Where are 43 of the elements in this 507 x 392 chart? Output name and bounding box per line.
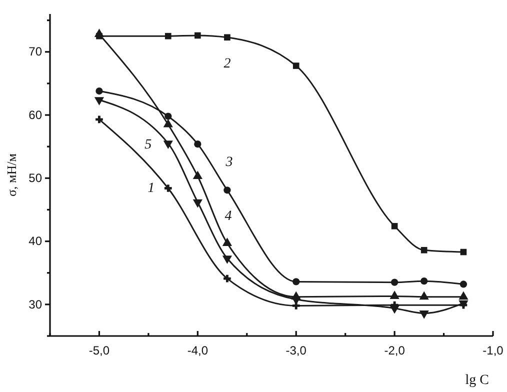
y-tick-label: 30 — [28, 297, 42, 312]
point — [164, 32, 172, 40]
series-label: 4 — [224, 209, 232, 224]
point — [460, 248, 467, 256]
point — [194, 32, 201, 39]
y-tick-label: 40 — [28, 234, 42, 248]
point — [163, 140, 173, 149]
point — [224, 186, 231, 194]
point — [164, 112, 172, 120]
point — [224, 34, 230, 41]
point — [292, 278, 300, 286]
point — [192, 199, 202, 208]
y-tick-label: 70 — [28, 44, 42, 59]
point — [194, 140, 202, 148]
point — [292, 302, 300, 310]
y-axis-title: σ, мН/м — [4, 154, 19, 196]
series-label: 3 — [224, 155, 233, 170]
point — [192, 170, 202, 180]
x-tick-label: -3,0 — [286, 344, 307, 358]
series-label: 2 — [224, 56, 231, 72]
point — [94, 97, 104, 106]
point — [224, 274, 231, 282]
point — [164, 184, 172, 192]
point — [460, 280, 468, 288]
point — [94, 28, 104, 37]
point — [390, 278, 398, 286]
series-label: 1 — [148, 181, 155, 196]
point — [222, 256, 232, 264]
point — [420, 278, 428, 285]
point — [96, 116, 103, 124]
x-axis-title: lg C — [465, 373, 489, 388]
series-label: 5 — [144, 137, 152, 152]
x-tick-label: -4,0 — [187, 344, 208, 358]
x-tick-label: -1,0 — [482, 344, 504, 358]
point — [292, 62, 300, 69]
x-tick-label: -5,0 — [88, 344, 110, 358]
point — [96, 87, 103, 95]
point — [420, 246, 428, 254]
x-tick-label: -2,0 — [384, 344, 406, 358]
point — [391, 222, 398, 230]
y-tick-label: 50 — [28, 170, 42, 185]
y-tick-label: 60 — [28, 108, 42, 122]
point — [419, 310, 429, 319]
